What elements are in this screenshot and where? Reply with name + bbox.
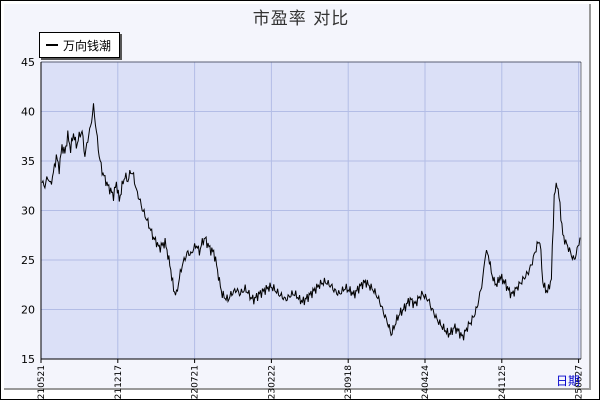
y-tick-label: 25	[21, 254, 35, 267]
y-tick-label: 40	[21, 106, 35, 119]
axis-layer: 15 20 25 30 35 40 45 20210521 20211217 20220721 20…	[21, 56, 585, 400]
y-tick-label: 30	[21, 205, 35, 218]
chart-title: 市盈率 对比	[252, 9, 350, 29]
legend-swatch-icon	[46, 44, 58, 46]
x-tick-label: 20210521	[37, 365, 47, 400]
x-tick-label: 20230918	[344, 365, 354, 400]
x-tick-label: 20230222	[267, 365, 277, 400]
legend-label: 万向钱潮	[63, 38, 112, 53]
x-tick-label: 20240424	[421, 365, 431, 400]
x-tick-label: 20241125	[498, 365, 508, 400]
x-axis-label: 日期	[556, 374, 581, 388]
grid-layer	[41, 61, 581, 360]
y-tick-label: 20	[21, 304, 35, 317]
x-tick-label: 20220721	[191, 365, 201, 400]
y-tick-label: 45	[21, 56, 35, 69]
x-tick-label: 20211217	[114, 365, 124, 400]
y-tick-label: 15	[21, 353, 35, 366]
y-tick-label: 35	[21, 155, 35, 168]
series-layer	[41, 103, 581, 341]
legend: 万向钱潮	[39, 32, 121, 58]
series-line	[41, 103, 581, 341]
x-tick-label: 20250627	[575, 365, 585, 400]
